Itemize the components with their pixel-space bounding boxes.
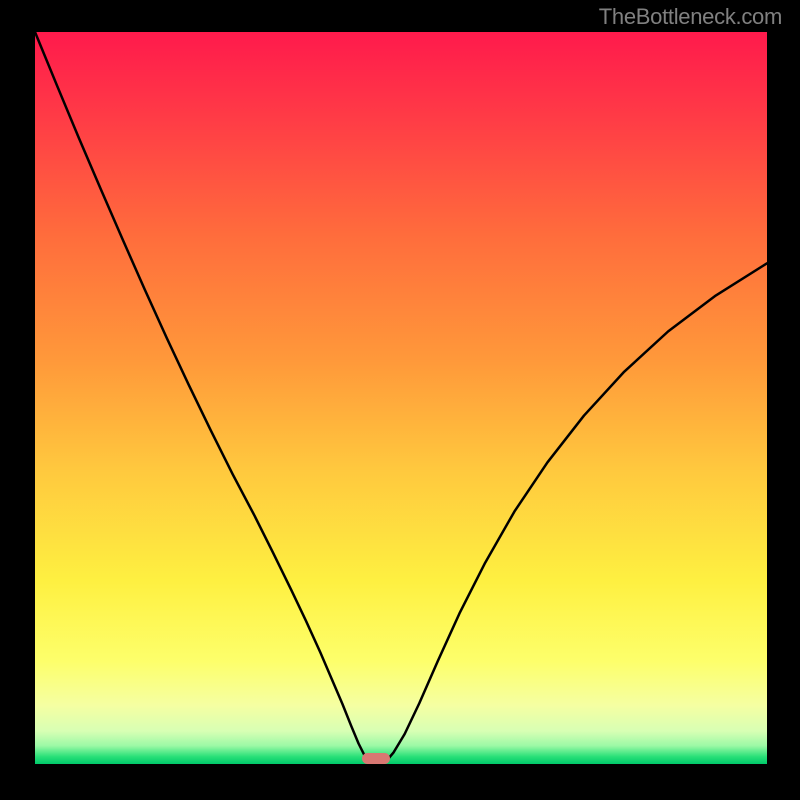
bottleneck-curve bbox=[35, 32, 767, 764]
plot-area bbox=[35, 32, 767, 764]
curve-left bbox=[35, 32, 372, 763]
watermark-text: TheBottleneck.com bbox=[599, 4, 782, 30]
chart-frame: TheBottleneck.com bbox=[0, 0, 800, 800]
optimum-marker bbox=[362, 753, 390, 764]
curve-right bbox=[383, 263, 767, 763]
